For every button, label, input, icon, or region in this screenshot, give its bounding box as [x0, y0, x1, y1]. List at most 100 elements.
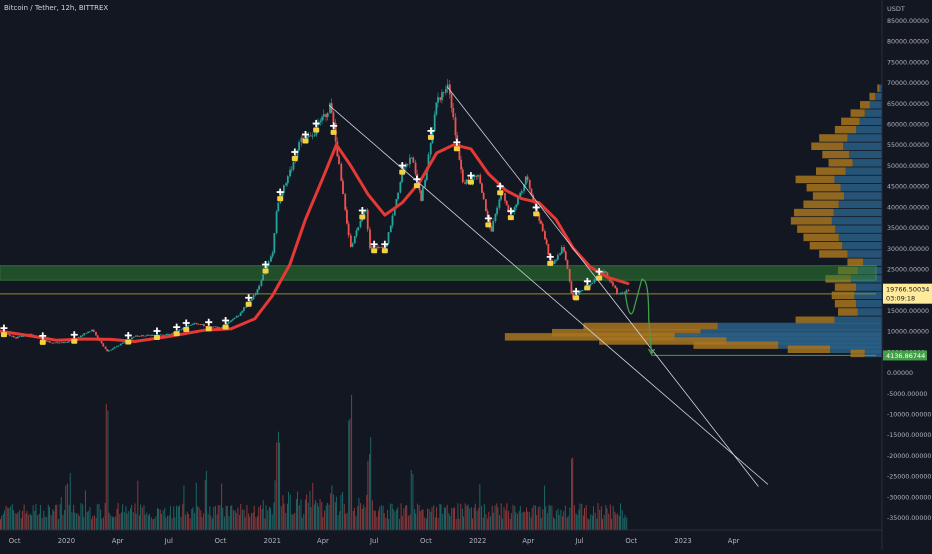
- volume-bar: [551, 505, 553, 530]
- candle-body: [517, 197, 519, 205]
- candle-body: [365, 209, 367, 212]
- volume-bar: [69, 473, 71, 530]
- y-tick-label-19: -10000.00000: [887, 412, 931, 419]
- candle-body: [62, 342, 65, 344]
- volume-bar: [143, 505, 145, 530]
- candle-body: [252, 295, 255, 300]
- buy-marker-yellow-21: [427, 134, 434, 140]
- volume-bar: [282, 495, 284, 530]
- buy-marker-yellow-13: [302, 138, 309, 144]
- candle-body: [496, 207, 499, 215]
- volume-bar: [337, 515, 339, 530]
- volume-bar: [425, 518, 427, 530]
- volume-profile-bar-up-35: [864, 349, 882, 358]
- volume-profile-bar-up-31: [674, 333, 882, 341]
- volume-bar: [203, 513, 205, 530]
- volume-bar: [309, 490, 311, 530]
- candle-body: [302, 137, 304, 140]
- candle-body: [556, 255, 559, 260]
- volume-bar: [383, 513, 385, 530]
- volume-profile-bar-up-25: [854, 291, 882, 300]
- volume-bar: [235, 512, 237, 530]
- volume-profile-bar-down-9: [828, 159, 853, 167]
- buy-marker-yellow-7: [205, 326, 212, 332]
- volume-bar: [48, 506, 50, 530]
- volume-bar: [89, 506, 91, 530]
- buy-marker-yellow-24: [485, 222, 492, 228]
- volume-bar: [575, 513, 577, 530]
- volume-bar: [360, 503, 362, 530]
- volume-bar: [75, 513, 77, 530]
- volume-bar: [68, 504, 70, 530]
- candle-body: [563, 247, 565, 252]
- volume-bar: [165, 517, 167, 530]
- buy-marker-yellow-6: [183, 327, 190, 333]
- volume-bar: [194, 512, 196, 530]
- volume-bar: [16, 513, 18, 530]
- volume-profile-bar-down-16: [790, 217, 832, 225]
- volume-bar: [542, 509, 544, 530]
- volume-bar: [421, 509, 423, 530]
- candle-body: [45, 340, 48, 342]
- x-tick-label-8: Oct: [420, 537, 432, 545]
- volume-bar: [28, 514, 30, 530]
- volume-bar: [554, 519, 556, 530]
- volume-bar: [185, 514, 187, 530]
- buy-marker-yellow-17: [371, 248, 378, 254]
- volume-bar: [379, 506, 381, 530]
- volume-bar: [19, 510, 21, 530]
- volume-bar: [104, 502, 106, 530]
- volume-bar: [366, 494, 368, 530]
- volume-profile-bar-up-6: [847, 134, 882, 142]
- volume-bar: [239, 515, 241, 530]
- volume-bar: [342, 491, 344, 530]
- y-tick-label-1: 80000.00000: [887, 39, 929, 46]
- volume-profile-bar-down-2: [860, 101, 870, 109]
- volume-profile-bar-up-7: [843, 142, 882, 150]
- candle-body: [515, 204, 518, 208]
- volume-bar: [451, 507, 453, 530]
- candle-body: [319, 120, 322, 123]
- volume-bar: [271, 514, 273, 530]
- candle-body: [199, 324, 202, 325]
- volume-profile-bar-down-17: [797, 225, 836, 233]
- volume-bar: [86, 511, 88, 530]
- candle-body: [606, 272, 609, 278]
- candle-body: [578, 291, 581, 295]
- candle-body: [85, 333, 88, 334]
- volume-bar: [476, 510, 478, 530]
- candle-body: [254, 293, 257, 296]
- candle-body: [589, 283, 592, 286]
- volume-bar: [460, 503, 462, 530]
- volume-bar: [128, 511, 130, 530]
- volume-bar: [3, 510, 5, 530]
- volume-profile-bar-up-14: [838, 200, 882, 208]
- volume-bar: [98, 503, 100, 530]
- volume-bar: [562, 516, 564, 530]
- candle-body: [378, 246, 380, 248]
- volume-bar: [596, 518, 598, 530]
- volume-bar: [74, 512, 76, 530]
- volume-bar: [307, 502, 309, 530]
- buy-marker-cross-7: [205, 318, 213, 326]
- candle-body: [369, 229, 371, 249]
- volume-bar: [545, 506, 547, 530]
- volume-bar: [333, 494, 335, 530]
- candle-body: [410, 157, 413, 159]
- buy-marker-yellow-29: [573, 295, 580, 301]
- volume-bar: [10, 506, 12, 530]
- candle-body: [77, 337, 80, 339]
- volume-bar: [192, 507, 194, 530]
- volume-bar: [243, 509, 245, 530]
- volume-bar: [152, 519, 154, 530]
- volume-bar: [204, 479, 206, 530]
- candle-body: [387, 232, 390, 244]
- volume-profile-bar-down-24: [834, 283, 857, 291]
- candle-body: [47, 341, 50, 343]
- volume-bar: [156, 507, 158, 530]
- candle-body: [580, 290, 582, 292]
- volume-bar: [198, 507, 200, 530]
- volume-profile-bar-down-20: [819, 250, 848, 258]
